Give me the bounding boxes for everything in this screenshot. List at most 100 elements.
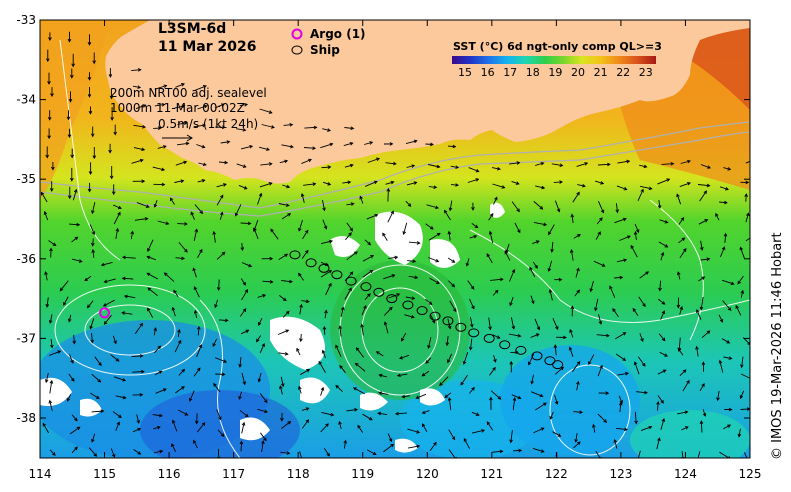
current-vector-head [597,231,601,235]
current-vector [68,314,72,322]
current-vector [594,298,599,311]
current-vector [90,392,100,399]
current-vector-head [497,396,502,400]
current-vector-head [399,355,403,360]
current-vector-head [42,422,46,427]
plot-frame [39,19,751,459]
current-vector-head [660,251,665,256]
current-vector-head [530,380,534,385]
current-vector-head [221,125,226,130]
current-vector [362,255,374,262]
current-vector-head [234,212,239,217]
current-vector [634,223,639,233]
current-vector [428,257,439,262]
current-vector-head [91,210,95,215]
current-vector [696,346,699,357]
current-vector-head [52,452,56,456]
current-vector [212,338,218,347]
current-vector [740,390,745,399]
current-vector [189,390,195,402]
current-vector-head [299,338,303,343]
current-vector [448,429,456,440]
colorbar-tick-label: 22 [616,66,630,79]
current-vector-head [715,212,719,217]
current-vector-head [76,222,81,227]
current-vector-head [109,175,114,180]
current-vector-head [390,180,395,185]
current-vector-head [161,167,166,172]
current-vector-head [313,125,318,130]
current-vector-head [373,180,378,185]
current-vector [596,217,603,225]
current-vector-head [48,37,52,42]
current-vector-head [730,281,735,286]
current-vector-head [212,230,216,235]
depth-info-line1: 200m NRT00 adj. sealevel [110,86,267,100]
current-vector-head [511,268,516,273]
current-vector-head [242,308,247,312]
current-vector-head [47,135,51,140]
current-vector-head [550,249,554,253]
current-vector [615,203,618,213]
current-vector [594,180,604,185]
current-vector [324,310,327,319]
current-vector-head [486,253,490,257]
ship-position [442,316,454,326]
current-vector-head [312,146,317,151]
current-vector [301,300,309,303]
current-vector-head [343,439,348,444]
current-vector-head [144,217,149,221]
current-vector [197,179,205,183]
current-vector-head [349,163,354,168]
current-vector-head [511,325,516,330]
current-vector [353,387,366,395]
current-vector-head [301,459,304,462]
current-vector [301,407,309,411]
current-vector [549,411,554,420]
current-vector [471,411,480,416]
current-vector-head [516,208,520,213]
current-vector [130,231,134,240]
current-vector [702,409,706,417]
current-vector-head [162,388,167,392]
current-vector-head [78,259,83,263]
current-vector-head [71,378,75,382]
current-vector [679,182,691,188]
current-vector [658,200,661,209]
current-vector-head [706,257,711,262]
current-vector-head [305,249,309,254]
current-vector [174,340,182,353]
current-vector-head [369,269,374,274]
current-vector-head [98,362,102,367]
lon-tick-label: 115 [93,467,116,481]
current-vector-head [355,347,360,351]
current-vector-head [116,421,120,426]
current-vector [216,195,224,206]
current-vector-head [539,206,544,210]
lat-tick-label: -37 [16,331,36,345]
current-vector [572,192,580,203]
current-vector [395,412,408,415]
current-vector [466,258,470,266]
current-vector-head [89,325,93,330]
current-vector [154,103,165,107]
current-vector [383,306,393,316]
current-vector [298,219,303,232]
cool-sst-patch-far-east [630,410,750,458]
ship-position [483,333,495,343]
current-vector [615,353,626,361]
current-vector [122,256,136,259]
current-vector [261,124,275,128]
current-vector [101,261,113,266]
current-vector-head [494,196,498,201]
current-vector-head [130,230,135,235]
current-vector [172,307,176,317]
current-vector [471,223,478,228]
current-vector-head [657,205,662,209]
current-vector [658,298,665,305]
current-vector-head [354,251,358,255]
current-vector-head [103,321,108,325]
current-vector-head [451,436,456,441]
current-vector-head [613,438,618,443]
current-vector [467,280,475,290]
